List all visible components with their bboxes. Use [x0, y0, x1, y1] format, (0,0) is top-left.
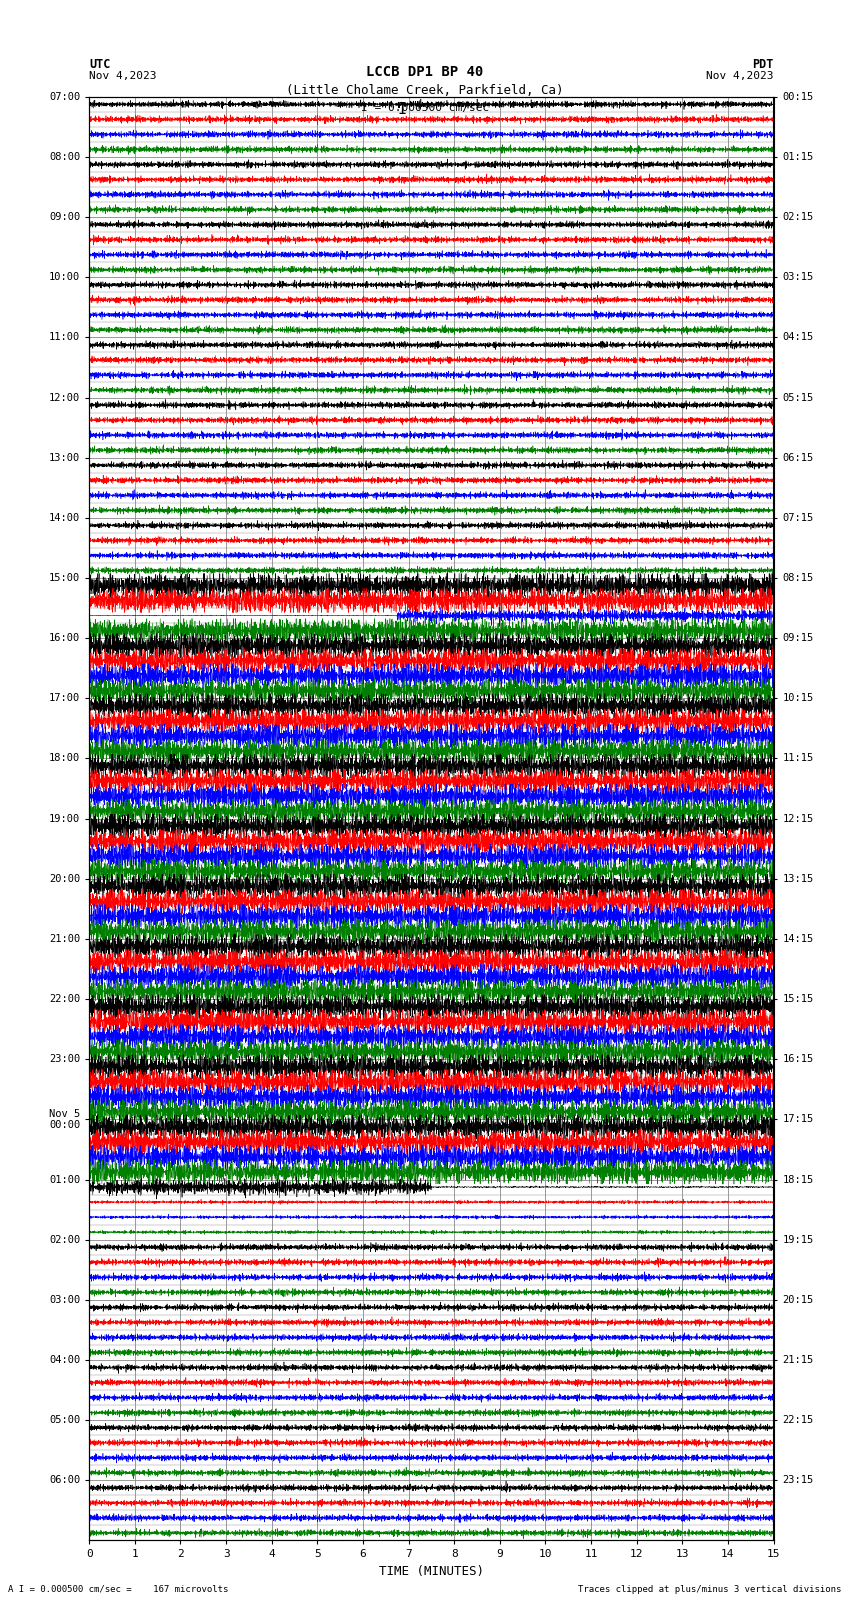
Text: LCCB DP1 BP 40: LCCB DP1 BP 40: [366, 65, 484, 79]
Text: A I = 0.000500 cm/sec =    167 microvolts: A I = 0.000500 cm/sec = 167 microvolts: [8, 1584, 229, 1594]
Text: I = 0.000500 cm/sec: I = 0.000500 cm/sec: [361, 103, 489, 113]
X-axis label: TIME (MINUTES): TIME (MINUTES): [379, 1565, 484, 1578]
Text: (Little Cholame Creek, Parkfield, Ca): (Little Cholame Creek, Parkfield, Ca): [286, 84, 564, 97]
Text: I: I: [398, 102, 406, 116]
Text: Nov 4,2023: Nov 4,2023: [706, 71, 774, 81]
Text: Traces clipped at plus/minus 3 vertical divisions: Traces clipped at plus/minus 3 vertical …: [578, 1584, 842, 1594]
Text: Nov 4,2023: Nov 4,2023: [89, 71, 156, 81]
Text: UTC: UTC: [89, 58, 110, 71]
Text: PDT: PDT: [752, 58, 774, 71]
